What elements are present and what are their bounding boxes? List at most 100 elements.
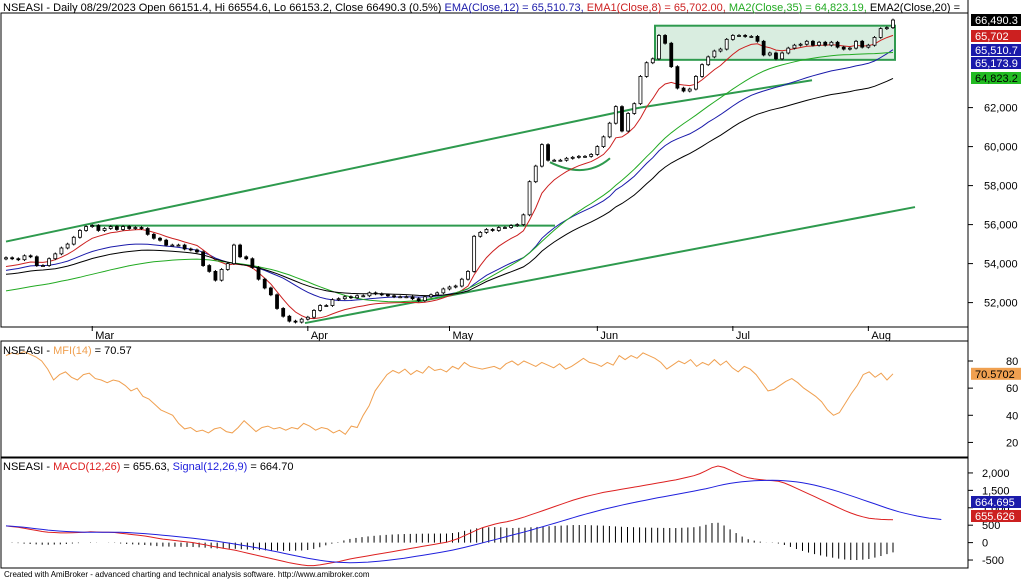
- candle-body: [170, 244, 175, 247]
- mfi-tick-label: 40: [1006, 410, 1018, 422]
- candle-body: [552, 159, 557, 162]
- candle-body: [133, 227, 138, 229]
- candle-body: [392, 295, 396, 298]
- candle-body: [743, 35, 748, 37]
- candle-body: [225, 263, 230, 270]
- candle-body: [854, 40, 858, 49]
- candle-body: [613, 106, 618, 124]
- macd-line: [5, 465, 894, 567]
- candle-body: [638, 76, 643, 105]
- candle-body: [687, 88, 692, 92]
- candle-body: [238, 244, 242, 258]
- price-badge-bg: [971, 14, 1021, 26]
- candle-body: [379, 293, 384, 296]
- candle-body: [41, 265, 45, 267]
- candle-body: [459, 278, 464, 287]
- footer-credit: Created with AmiBroker - advanced charti…: [4, 570, 370, 579]
- candle-body: [576, 155, 581, 158]
- candle-body: [78, 230, 82, 238]
- candle-body: [275, 294, 279, 309]
- mfi-tick-label: 80: [1006, 356, 1018, 368]
- candle-body: [829, 41, 834, 46]
- mfi-badge: 70.5702: [971, 367, 1021, 381]
- candle-body: [891, 19, 895, 29]
- ema20-line: [5, 77, 894, 297]
- candle-body: [484, 229, 489, 233]
- price-badge: 65,702: [975, 31, 1009, 43]
- price-badge: 66,490.3: [975, 15, 1018, 27]
- mfi-tick-label: 60: [1006, 383, 1018, 395]
- candle-body: [213, 270, 218, 281]
- candle-body: [145, 228, 150, 235]
- macd-tick-label: 2,000: [982, 468, 1010, 480]
- candle-body: [718, 48, 723, 52]
- price-badge-bg: [971, 72, 1021, 84]
- candle-body: [108, 226, 113, 229]
- candle-body: [539, 144, 544, 167]
- price-tick-label: 62,000: [984, 103, 1018, 115]
- lower-channel-line: [304, 206, 916, 325]
- candle-body: [349, 296, 353, 299]
- candle-body: [373, 292, 378, 295]
- candle-body: [607, 122, 612, 138]
- candle-body: [398, 296, 403, 299]
- candle-body: [811, 40, 815, 46]
- candle-body: [386, 294, 390, 297]
- macd-tick-label: 500: [982, 520, 1000, 532]
- candle-body: [16, 258, 21, 261]
- candle-body: [558, 159, 563, 162]
- candle-body: [761, 40, 766, 56]
- candle-body: [318, 305, 323, 311]
- candle-body: [866, 44, 871, 48]
- candle-body: [786, 47, 791, 54]
- candle-body: [10, 257, 15, 260]
- mfi-pane: [0, 340, 969, 458]
- macd-tick-label: 1,500: [982, 485, 1010, 497]
- candle-body: [767, 52, 772, 56]
- candle-body: [410, 296, 415, 300]
- candle-body: [330, 299, 335, 306]
- candle-body: [737, 35, 741, 37]
- candle-body: [268, 287, 273, 296]
- price-y-axis: 52,000 54,000 56,000 58,000 60,000 62,000: [968, 103, 1018, 310]
- x-tick-label: Mar: [95, 330, 114, 342]
- macd-badge-macd-bg: [971, 510, 1021, 522]
- candle-body: [700, 64, 704, 77]
- price-candles: [4, 18, 895, 324]
- mfi-line: [5, 350, 894, 435]
- price-header: NSEASI - Daily 08/29/2023 Open 66151.4, …: [3, 2, 960, 14]
- candle-body: [632, 103, 637, 114]
- candle-body: [182, 244, 187, 250]
- candle-body: [626, 113, 631, 132]
- price-trendlines: [5, 24, 916, 325]
- macd-pane: [0, 457, 969, 569]
- x-tick-label: Jun: [600, 330, 618, 342]
- candle-body: [114, 226, 119, 230]
- x-tick-label: Aug: [871, 330, 891, 342]
- candle-body: [804, 40, 809, 45]
- candle-body: [657, 35, 661, 60]
- candle-body: [724, 38, 729, 50]
- candle-body: [663, 35, 667, 44]
- candle-body: [71, 236, 76, 245]
- candle-body: [884, 27, 889, 30]
- candle-body: [798, 43, 803, 46]
- candle-body: [478, 231, 483, 237]
- candle-body: [250, 258, 255, 268]
- macd-y-axis: -500 0 500 1,000 1,500 2,000: [968, 468, 1010, 567]
- candle-body: [139, 227, 144, 229]
- candle-body: [515, 224, 520, 227]
- candle-body: [712, 50, 717, 58]
- candle-body: [583, 155, 587, 158]
- candle-body: [65, 243, 70, 249]
- candle-body: [207, 265, 212, 272]
- macd-tick-label: 1,000: [982, 503, 1010, 515]
- candle-body: [34, 256, 39, 266]
- candle-body: [878, 28, 883, 38]
- candle-body: [669, 42, 674, 68]
- price-tick-label: 54,000: [984, 259, 1018, 271]
- candle-body: [841, 46, 846, 50]
- price-badge: 65,173.9: [975, 58, 1018, 70]
- ema12-line: [5, 49, 894, 302]
- candle-body: [355, 295, 360, 299]
